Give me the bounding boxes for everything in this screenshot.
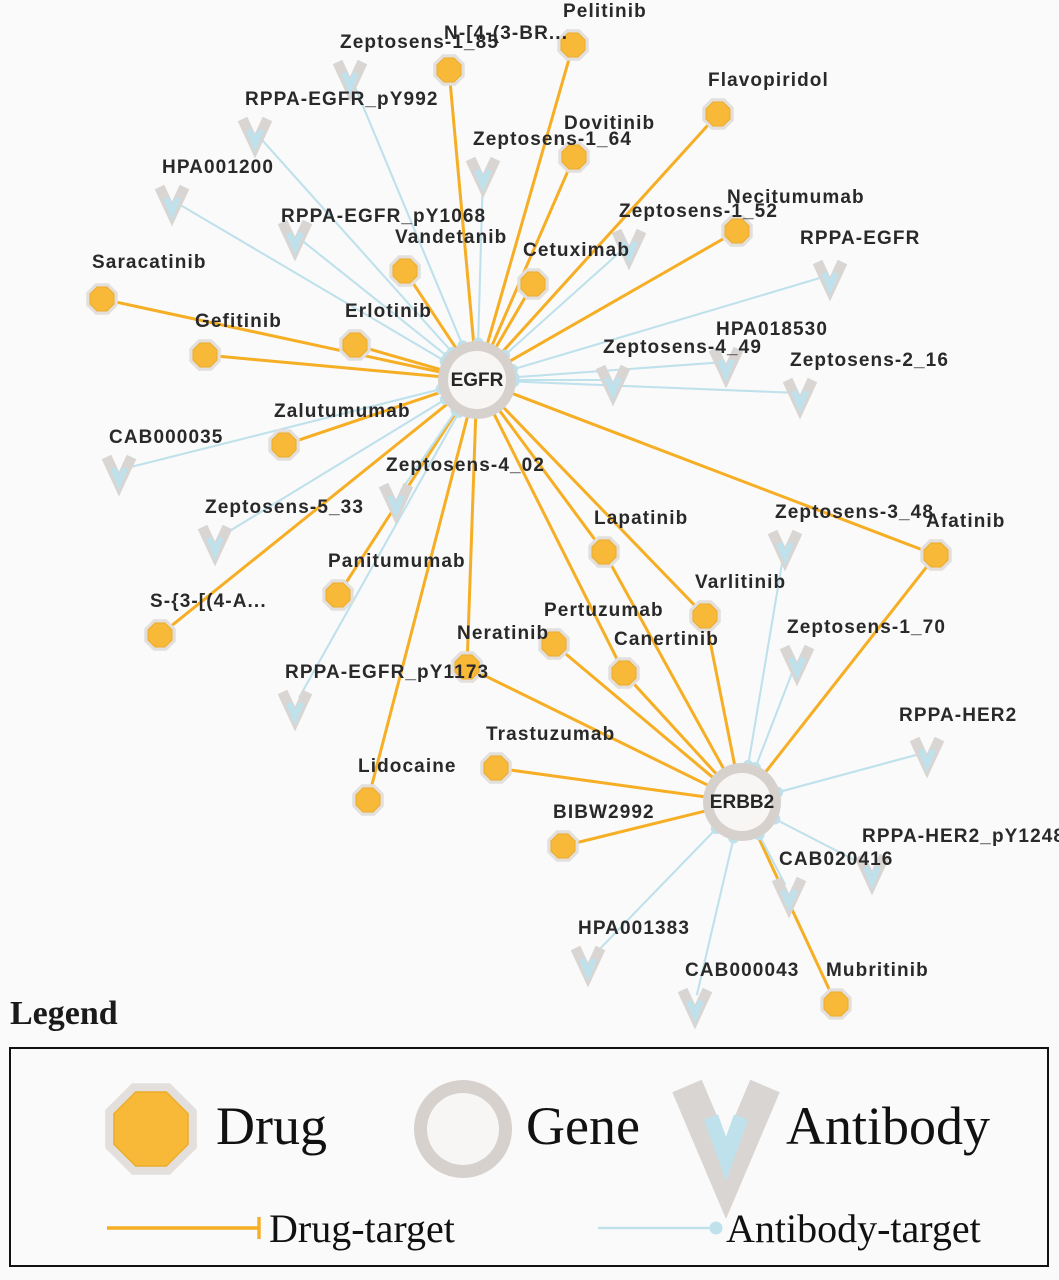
svg-text:EGFR: EGFR [451,370,504,391]
svg-text:ERBB2: ERBB2 [710,792,774,813]
